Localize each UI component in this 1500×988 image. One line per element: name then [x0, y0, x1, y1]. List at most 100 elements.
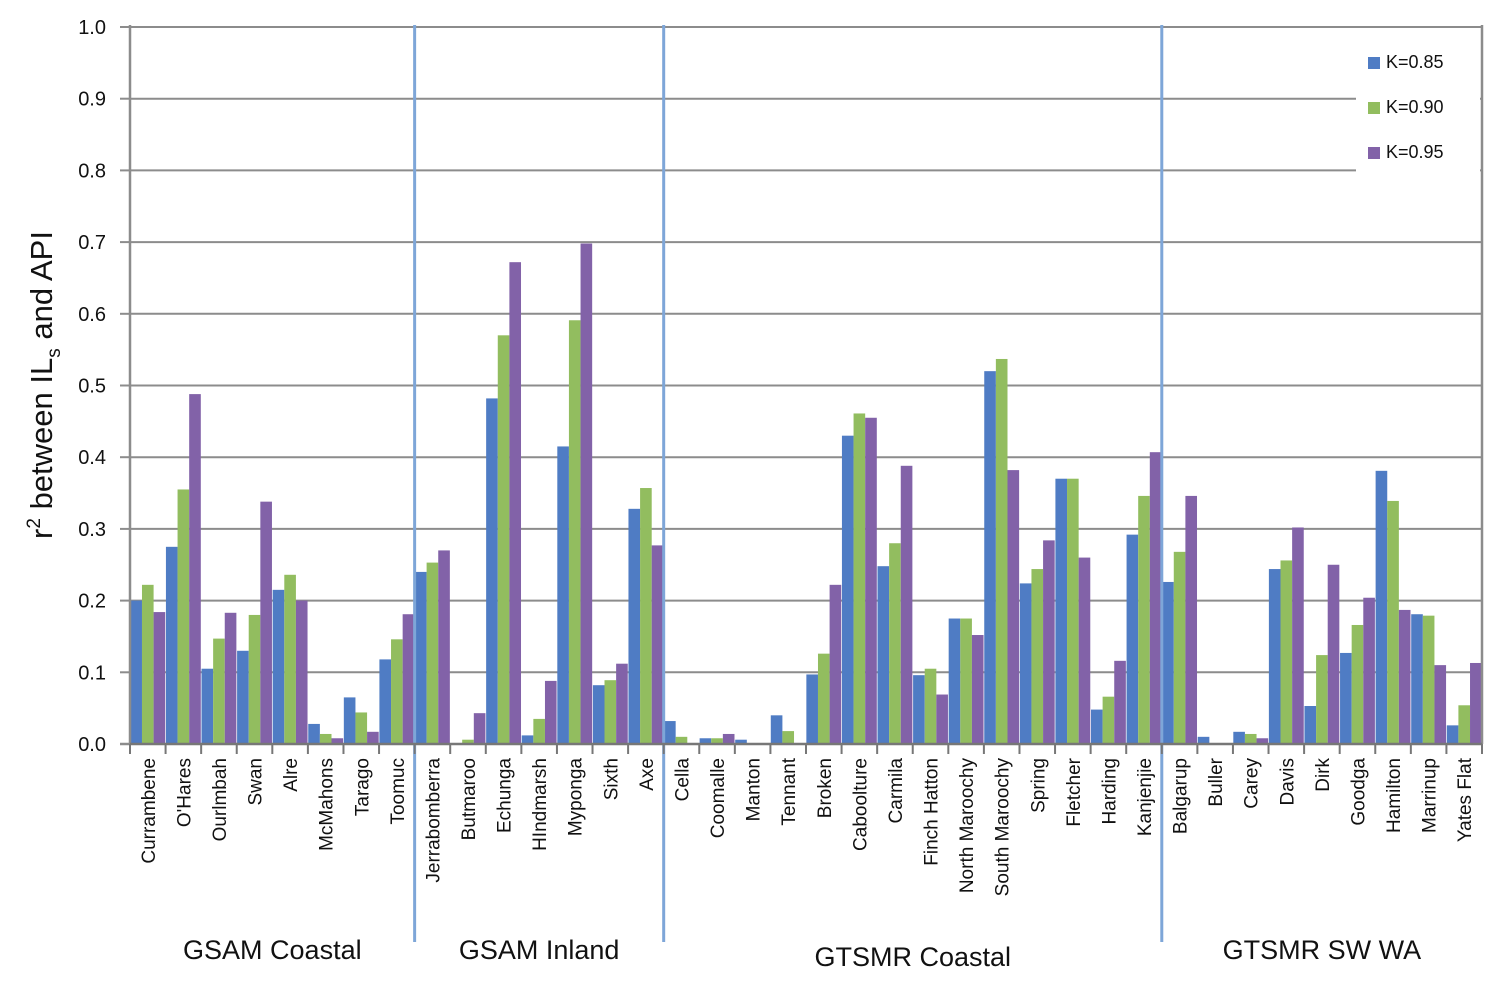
bar	[1280, 560, 1293, 744]
bar	[1114, 660, 1126, 744]
bar	[722, 733, 735, 744]
category-label: Broken	[815, 758, 836, 818]
category-label: Goodga	[1348, 758, 1369, 826]
bar	[1422, 615, 1435, 744]
bar	[1327, 564, 1340, 744]
bar	[1233, 731, 1245, 744]
bar	[165, 546, 178, 744]
bar	[1138, 495, 1150, 744]
bar	[462, 739, 474, 744]
bar	[391, 639, 403, 744]
bar	[1411, 614, 1423, 744]
category-label: Cella	[672, 758, 693, 802]
bar	[568, 320, 581, 744]
bar	[1078, 557, 1091, 744]
y-axis-label: r2 between ILs and API	[24, 231, 65, 539]
group-labels: GSAM Coastal GSAM Inland GTSMR Coastal GTSM…	[183, 935, 1421, 972]
bar	[1019, 583, 1032, 744]
bar	[153, 612, 166, 744]
bar	[355, 712, 368, 744]
category-labels: Currambene O'Hares Ourlmbah Swan Alre McMahon…	[139, 757, 1476, 896]
bar	[295, 600, 308, 744]
category-label: Echunga	[495, 758, 516, 833]
bar	[284, 574, 296, 744]
category-label: McMahons	[317, 758, 338, 851]
category-label: Tarago	[352, 758, 373, 816]
bar	[177, 489, 190, 744]
y-tick-label: 0.0	[78, 734, 106, 756]
bar	[889, 543, 901, 744]
bar	[995, 358, 1008, 744]
bar	[224, 612, 237, 744]
bar	[1173, 551, 1186, 744]
bar	[675, 736, 688, 744]
legend-swatch	[1368, 57, 1380, 69]
category-label: Swan	[246, 758, 267, 806]
category-label: O'Hares	[174, 758, 195, 827]
bar	[616, 663, 628, 744]
bar	[604, 680, 617, 744]
bar	[1363, 597, 1375, 744]
y-tick-label: 0.8	[78, 160, 106, 182]
bar	[272, 589, 285, 744]
bar	[319, 733, 332, 744]
y-tick-label: 0.7	[78, 232, 106, 254]
category-label: Kanjenjie	[1135, 758, 1156, 836]
category-label: Toomuc	[388, 758, 409, 825]
y-tick-label: 0.9	[78, 89, 106, 111]
group-label: GSAM Coastal	[183, 935, 362, 965]
bar	[936, 694, 948, 744]
bar	[1458, 705, 1471, 744]
legend-label: K=0.95	[1386, 142, 1444, 162]
bar	[877, 566, 890, 744]
bar	[509, 262, 522, 744]
bar	[664, 721, 676, 744]
bar	[426, 562, 439, 744]
bar	[1102, 696, 1115, 744]
bar	[237, 650, 249, 744]
bar	[1149, 452, 1162, 744]
category-label: South Maroochy	[993, 758, 1014, 897]
y-tick-label: 0.6	[78, 304, 106, 326]
y-label-sup: 2	[24, 518, 45, 529]
bar	[1375, 470, 1388, 744]
bar	[841, 435, 854, 744]
legend: K=0.85 K=0.90 K=0.95	[1356, 44, 1480, 176]
category-label: Caboolture	[850, 758, 871, 851]
category-label: Davis	[1277, 758, 1298, 806]
bar	[711, 738, 723, 744]
bar	[438, 550, 450, 744]
category-label: Currambene	[139, 758, 160, 864]
bar	[379, 659, 392, 744]
bar	[189, 394, 201, 744]
bar	[865, 417, 877, 744]
category-label: Myponga	[566, 758, 587, 837]
bar	[308, 723, 320, 744]
category-label: Spring	[1028, 758, 1049, 813]
y-label-r: r	[24, 529, 59, 539]
y-label-mid: between IL	[24, 358, 59, 518]
bar	[402, 614, 415, 744]
bar	[1434, 665, 1447, 744]
bar	[1031, 569, 1044, 744]
bar	[130, 600, 142, 744]
bar	[343, 697, 356, 744]
bar	[1162, 581, 1174, 744]
category-label: Ourlmbah	[210, 758, 231, 841]
bar	[557, 446, 569, 744]
legend-swatch	[1368, 147, 1380, 159]
bar	[1304, 705, 1317, 744]
bar	[1316, 655, 1328, 744]
y-tick-label: 0.1	[78, 662, 106, 684]
bar	[960, 618, 972, 744]
category-label: Sixth	[601, 758, 622, 800]
group-label: GSAM Inland	[459, 935, 620, 965]
bar	[533, 718, 545, 744]
bar	[248, 614, 261, 744]
axes	[120, 25, 1484, 942]
bar	[1387, 500, 1399, 744]
category-label: Carey	[1242, 758, 1263, 809]
legend-label: K=0.90	[1386, 97, 1444, 117]
bar	[486, 398, 498, 744]
